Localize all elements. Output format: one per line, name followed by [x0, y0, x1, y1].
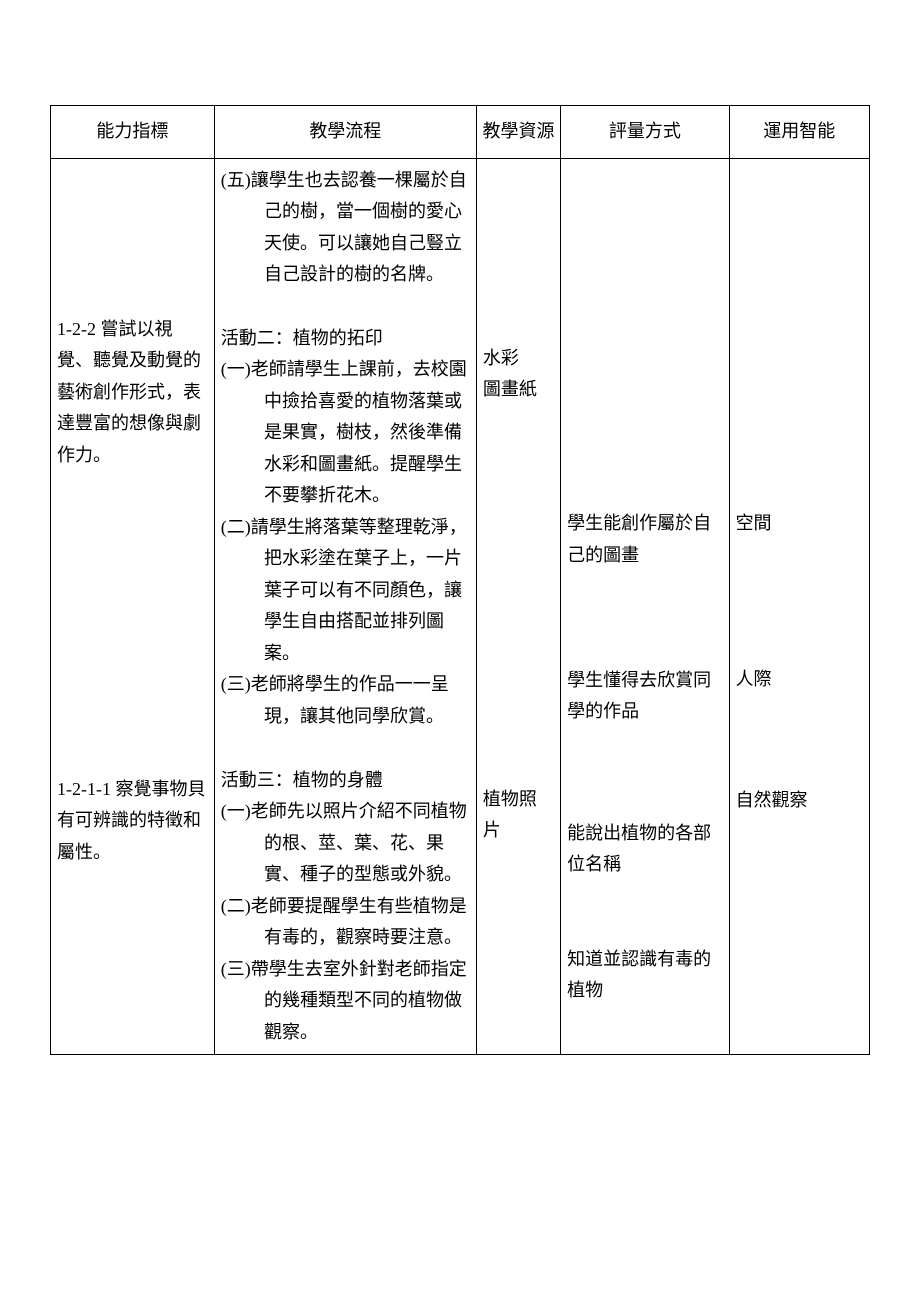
assessment-name-parts: 能說出植物的各部位名稱	[567, 818, 722, 881]
activity-2-step-2: (二)請學生將落葉等整理乾淨，把水彩塗在葉子上，一片葉子可以有不同顏色，讓學生自…	[221, 512, 470, 670]
table-row: 1-2-2 嘗試以視覺、聽覺及動覺的藝術創作形式，表達豐富的想像與劇作力。 1-…	[51, 158, 870, 1055]
resource-photo: 植物照片	[483, 784, 554, 847]
assessment-create: 學生能創作屬於自己的圖畫	[567, 508, 722, 571]
intelligence-naturalist: 自然觀察	[736, 785, 863, 817]
header-process: 教學流程	[214, 106, 476, 159]
cell-process: (五)讓學生也去認養一棵屬於自己的樹，當一個樹的愛心天使。可以讓她自己豎立自己設…	[214, 158, 476, 1055]
header-ability: 能力指標	[51, 106, 215, 159]
cell-intelligence: 空間 人際 自然觀察	[729, 158, 869, 1055]
activity-3-step-1: (一)老師先以照片介紹不同植物的根、莖、葉、花、果實、種子的型態或外貌。	[221, 796, 470, 891]
ability-1-2-1-1: 1-2-1-1 察覺事物貝有可辨識的特徵和屬性。	[57, 774, 208, 869]
activity-2-title: 活動二：植物的拓印	[221, 323, 470, 355]
intelligence-interpersonal: 人際	[736, 664, 863, 696]
header-intelligence: 運用智能	[729, 106, 869, 159]
assessment-appreciate: 學生懂得去欣賞同學的作品	[567, 665, 722, 728]
intelligence-spatial: 空間	[736, 508, 863, 540]
ability-1-2-2: 1-2-2 嘗試以視覺、聽覺及動覺的藝術創作形式，表達豐富的想像與劇作力。	[57, 314, 208, 472]
resource-paper: 圖畫紙	[483, 374, 554, 406]
activity-3-step-2: (二)老師要提醒學生有些植物是有毒的，觀察時要注意。	[221, 891, 470, 954]
header-assessment: 評量方式	[561, 106, 729, 159]
activity-3-step-3: (三)帶學生去室外針對老師指定的幾種類型不同的植物做觀察。	[221, 954, 470, 1049]
cell-assessment: 學生能創作屬於自己的圖畫 學生懂得去欣賞同學的作品 能說出植物的各部位名稱 知道…	[561, 158, 729, 1055]
activity-2-step-1: (一)老師請學生上課前，去校園中撿拾喜愛的植物落葉或是果實，樹枝，然後準備水彩和…	[221, 354, 470, 512]
activity-3-title: 活動三：植物的身體	[221, 765, 470, 797]
activity-2-step-3: (三)老師將學生的作品一一呈現，讓其他同學欣賞。	[221, 669, 470, 732]
header-resource: 教學資源	[476, 106, 560, 159]
lesson-plan-table: 能力指標 教學流程 教學資源 評量方式 運用智能 1-2-2 嘗試以視覺、聽覺及…	[50, 105, 870, 1055]
cell-ability: 1-2-2 嘗試以視覺、聽覺及動覺的藝術創作形式，表達豐富的想像與劇作力。 1-…	[51, 158, 215, 1055]
assessment-poisonous: 知道並認識有毒的植物	[567, 944, 722, 1007]
table-header-row: 能力指標 教學流程 教學資源 評量方式 運用智能	[51, 106, 870, 159]
resource-watercolor: 水彩	[483, 343, 554, 375]
process-item-five: (五)讓學生也去認養一棵屬於自己的樹，當一個樹的愛心天使。可以讓她自己豎立自己設…	[221, 165, 470, 291]
cell-resource: 水彩 圖畫紙 植物照片	[476, 158, 560, 1055]
